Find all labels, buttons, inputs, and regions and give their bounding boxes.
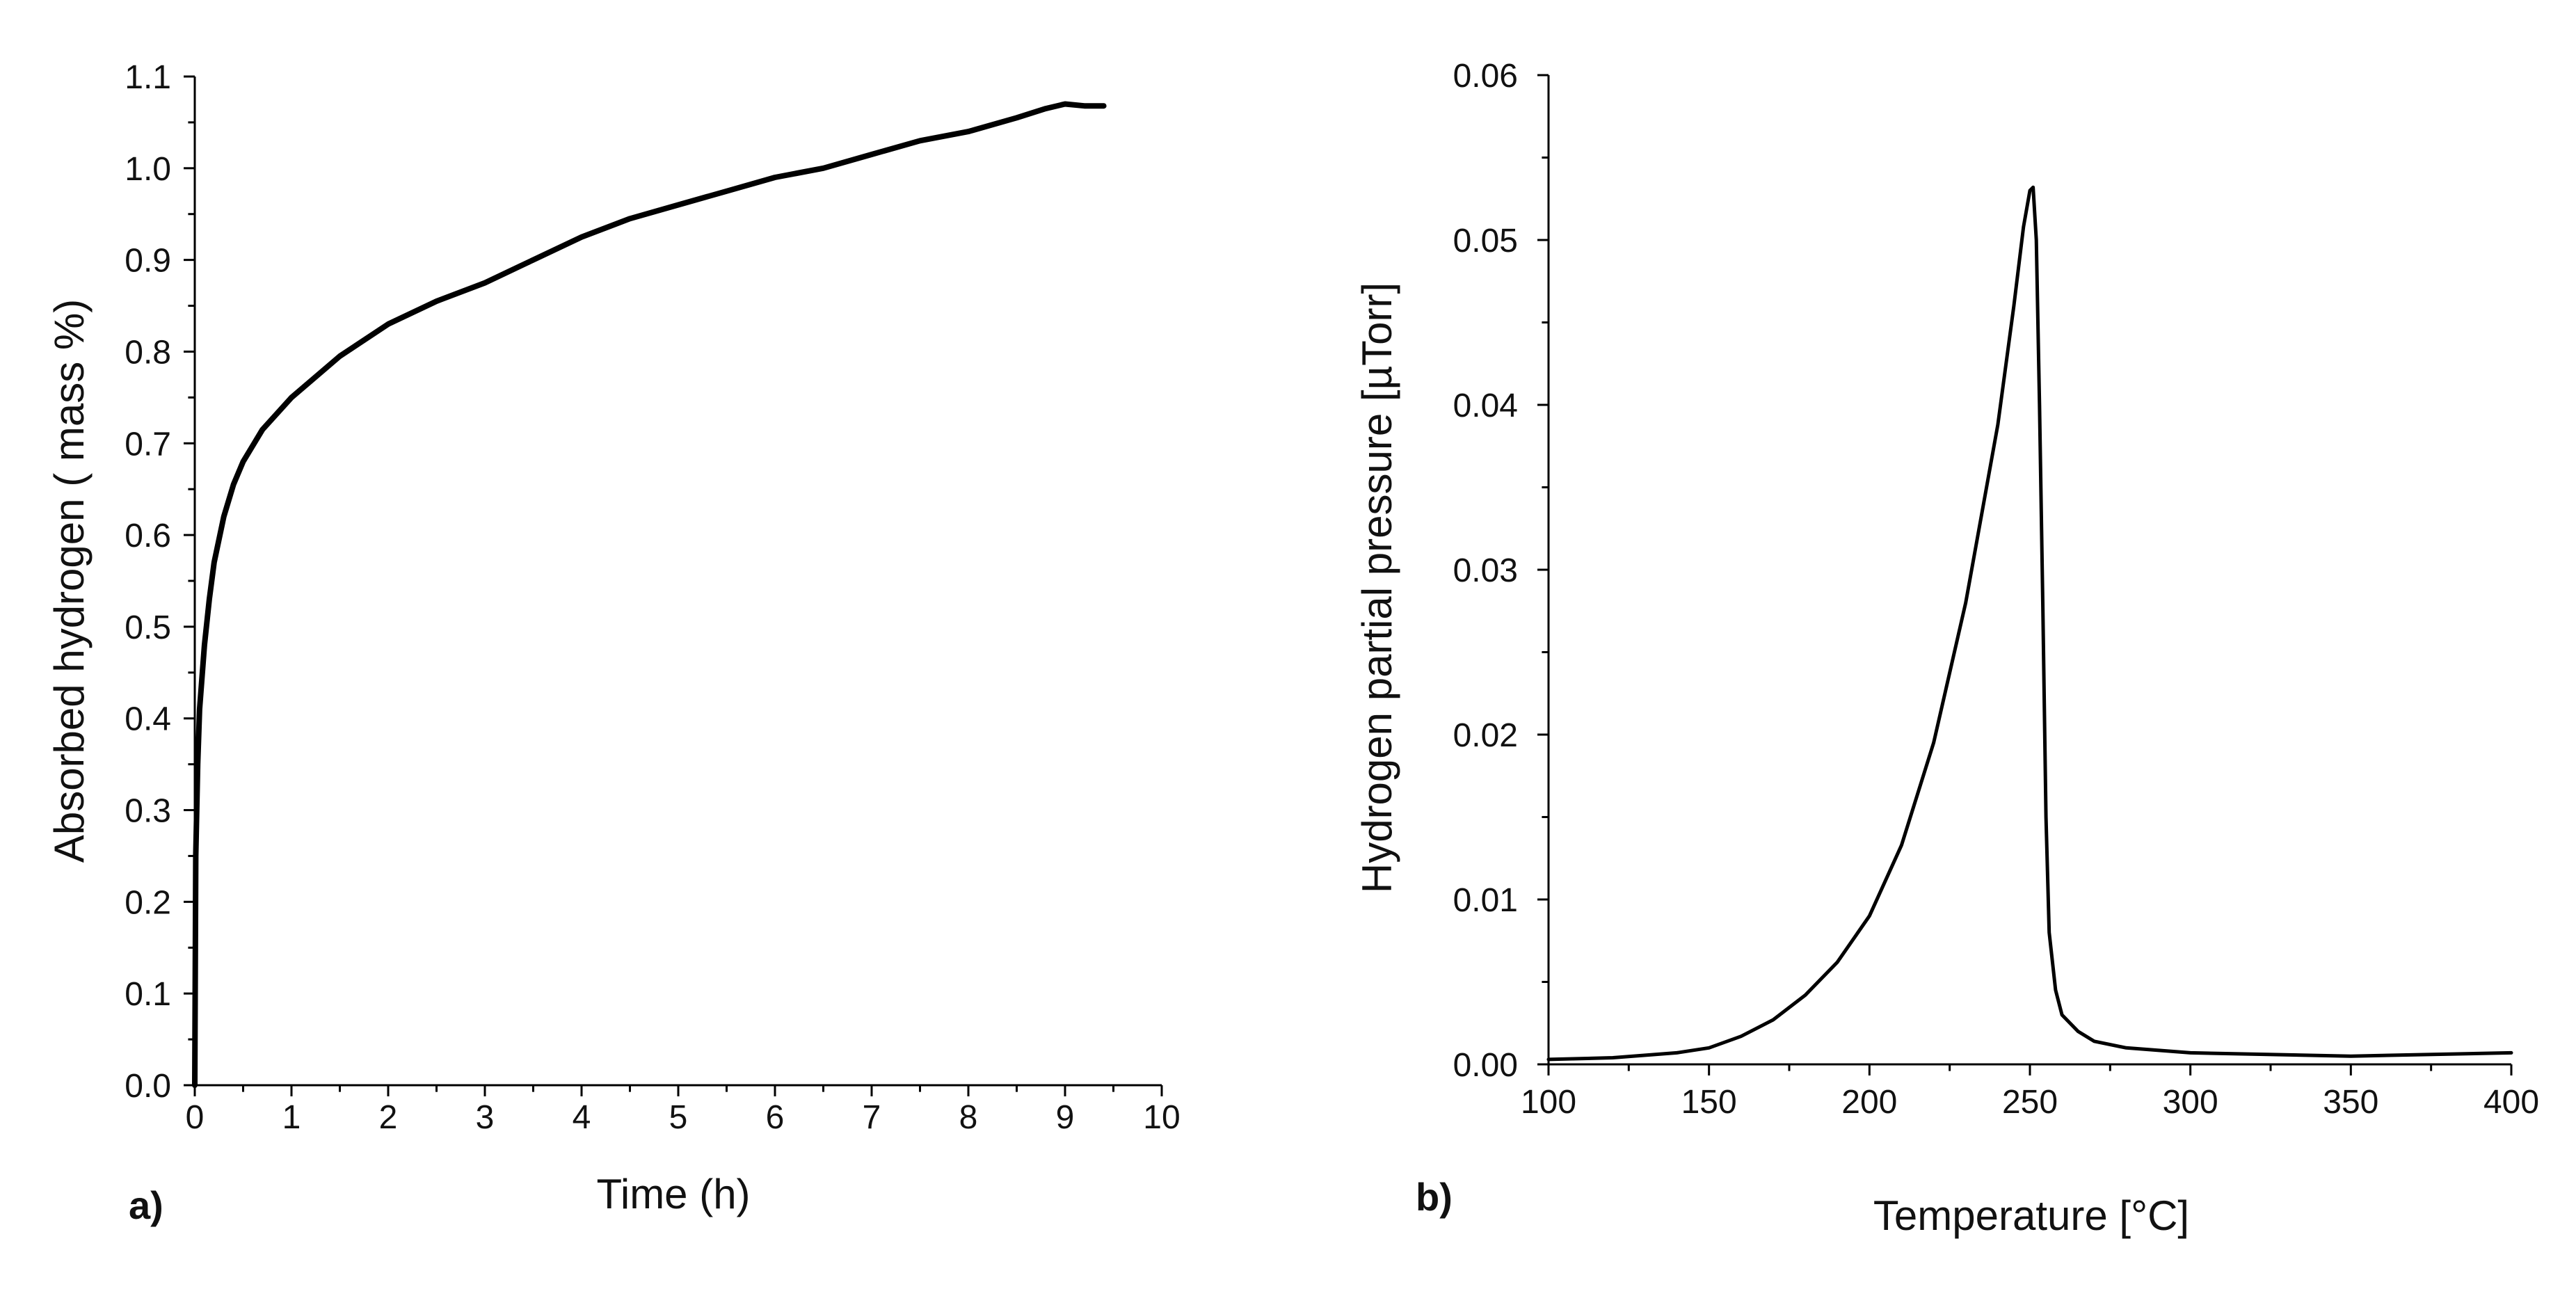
panel-b-tick-labels: 100 150 200 250 300 350 400 0.00 0.01 0.02 0.03 0.0… bbox=[1453, 58, 2539, 1121]
panel-b-axes bbox=[1547, 75, 2511, 1066]
panel-b-y-tick-label: 0.03 bbox=[1453, 552, 1518, 589]
panel-b-x-tick-label: 250 bbox=[2002, 1084, 2058, 1121]
panel-a-label: a) bbox=[129, 1183, 163, 1227]
panel-a-y-tick-label: 0.1 bbox=[125, 976, 171, 1013]
panel-b-x-tick-label: 350 bbox=[2323, 1084, 2378, 1121]
panel-a-y-tick-label: 0.7 bbox=[125, 426, 171, 463]
panel-a-y-tick-label: 0.9 bbox=[125, 243, 171, 280]
panel-a-x-tick-label: 5 bbox=[669, 1099, 688, 1136]
panel-b-y-tick-label: 0.06 bbox=[1453, 58, 1518, 95]
panel-b-ticks bbox=[1537, 74, 2513, 1075]
panel-a-x-tick-label: 7 bbox=[863, 1099, 881, 1136]
panel-b-x-tick-label: 400 bbox=[2483, 1084, 2539, 1121]
panel-a-x-tick-label: 1 bbox=[282, 1099, 301, 1136]
panel-a-axes bbox=[193, 77, 1162, 1087]
panel-a-y-axis-title: Absorbed hydrogen ( mass %) bbox=[46, 299, 93, 863]
panel-b-y-axis-title: Hydrogen partial pressure [µTorr] bbox=[1354, 282, 1400, 893]
panel-a-y-tick-label: 0.0 bbox=[125, 1068, 171, 1105]
panel-b-x-tick-label: 150 bbox=[1681, 1084, 1737, 1121]
panel-b-x-tick-label: 200 bbox=[1841, 1084, 1897, 1121]
panel-a-x-tick-label: 10 bbox=[1143, 1099, 1180, 1136]
panel-b-y-tick-label: 0.05 bbox=[1453, 223, 1518, 259]
panel-a-y-tick-label: 0.4 bbox=[125, 701, 171, 738]
panel-a-y-tick-label: 0.6 bbox=[125, 518, 171, 554]
panel-b-x-axis-title: Temperature [°C] bbox=[1873, 1192, 2189, 1239]
panel-b-y-tick-label: 0.01 bbox=[1453, 882, 1518, 919]
panel-b-y-tick-label: 0.00 bbox=[1453, 1047, 1518, 1084]
panel-a-absorption-line bbox=[192, 101, 1107, 1088]
panel-a-y-tick-label: 0.2 bbox=[125, 884, 171, 921]
chart-panel-b: b) 100 150 200 250 300 350 400 0.00 0.01 0.02 0.03… bbox=[1354, 58, 2539, 1239]
panel-a-x-tick-label: 8 bbox=[959, 1099, 978, 1136]
panel-a-y-tick-label: 0.8 bbox=[125, 334, 171, 371]
panel-a-y-tick-label: 1.0 bbox=[125, 151, 171, 188]
panel-b-y-tick-label: 0.04 bbox=[1453, 387, 1518, 424]
chart-panel-a: a) 0 1 2 3 4 5 6 7 8 9 100.00.10.20.30.40.50.60.70… bbox=[46, 59, 1181, 1227]
panel-a-y-tick-label: 0.3 bbox=[125, 793, 171, 830]
panel-a-x-tick-label: 3 bbox=[476, 1099, 495, 1136]
panel-a-x-axis-title: Time (h) bbox=[596, 1171, 750, 1217]
panel-a-y-tick-label: 0.5 bbox=[125, 609, 171, 646]
panel-a-ticks bbox=[184, 75, 1163, 1096]
panel-b-label: b) bbox=[1416, 1175, 1453, 1219]
panel-b-y-tick-label: 0.02 bbox=[1453, 717, 1518, 754]
panel-a-tick-labels: 0 1 2 3 4 5 6 7 8 9 10 0.0 0.1 0.2 0.3 0.4 0.5 0.6 0.7 0.8 0… bbox=[125, 59, 1180, 1136]
panel-a-y-tick-label: 1.1 bbox=[125, 59, 171, 96]
panel-a-x-tick-label: 4 bbox=[573, 1099, 591, 1136]
panel-b-x-tick-label: 300 bbox=[2163, 1084, 2218, 1121]
panel-a-x-tick-label: 9 bbox=[1056, 1099, 1075, 1136]
panel-a-x-tick-label: 0 bbox=[186, 1099, 205, 1136]
panel-a-x-tick-label: 2 bbox=[379, 1099, 398, 1136]
panel-b-desorption-line bbox=[1546, 185, 2513, 1062]
panel-a-x-tick-label: 6 bbox=[766, 1099, 785, 1136]
panel-b-x-tick-label: 100 bbox=[1521, 1084, 1576, 1121]
